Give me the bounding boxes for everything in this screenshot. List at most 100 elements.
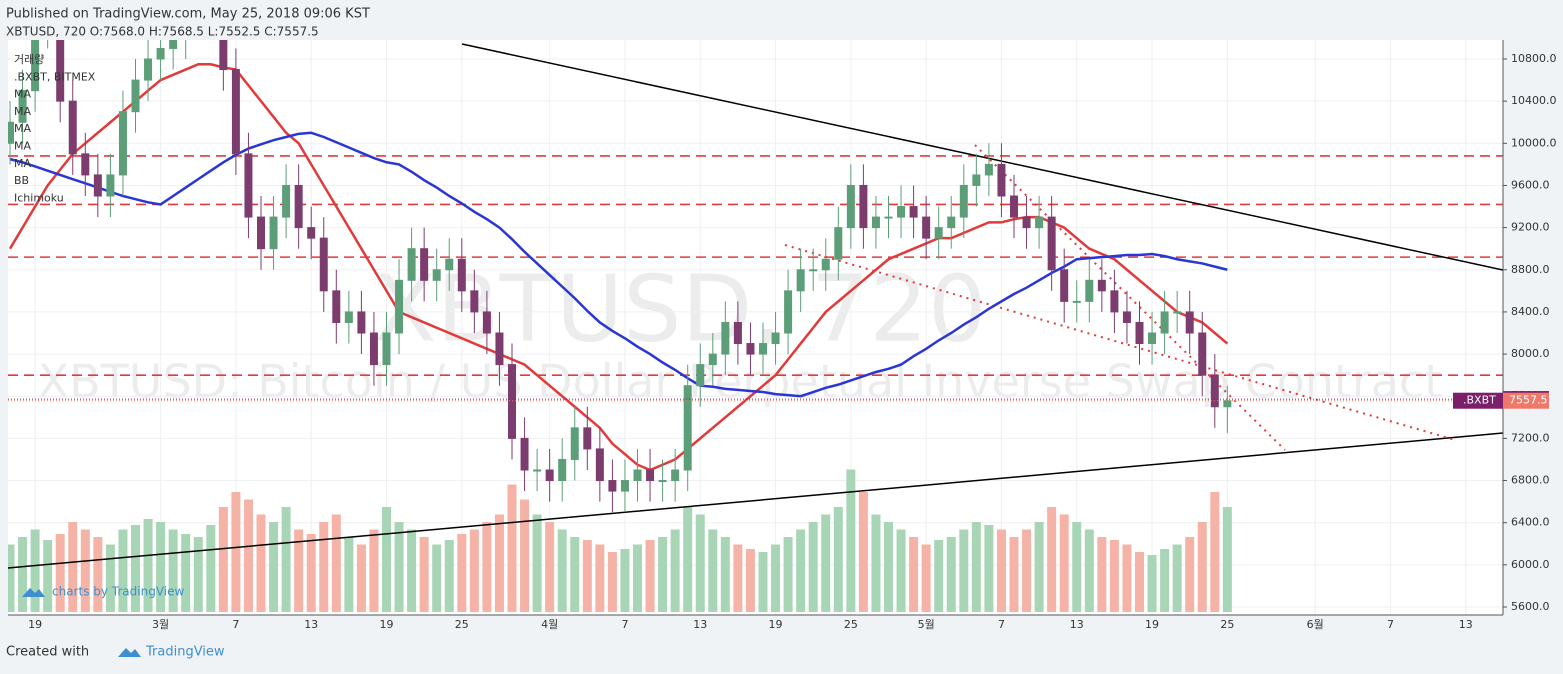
x-tick-label: 3월 (152, 618, 169, 631)
volume-bar (43, 540, 53, 612)
candle-body (570, 427, 579, 460)
volume-bar (181, 534, 191, 612)
candle-body (1110, 290, 1119, 313)
candle-body (1072, 300, 1081, 303)
candle-body (897, 206, 906, 218)
volume-bar (105, 544, 115, 612)
candle-body (470, 290, 479, 313)
candle-body (646, 469, 655, 482)
candle-body (1022, 216, 1031, 229)
y-tick-label: 8000.0 (1511, 347, 1550, 360)
candle-body (156, 47, 165, 60)
candle-body (658, 480, 667, 483)
candle-body (846, 184, 855, 229)
volume-bar (1059, 514, 1069, 612)
volume-bar (131, 525, 140, 612)
volume-bar (545, 522, 555, 612)
volume-bar (796, 529, 806, 612)
volume-bar (959, 529, 969, 612)
candle-body (106, 174, 115, 197)
volume-bar (281, 507, 291, 612)
volume-bar (745, 549, 755, 612)
volume-bar (557, 529, 567, 612)
candle-body (972, 174, 981, 186)
legend-item: MA (14, 140, 31, 153)
volume-bar (645, 540, 655, 612)
volume-bar (1210, 492, 1220, 612)
volume-bar (319, 522, 329, 612)
footer-brand: TradingView (145, 645, 225, 660)
candle-body (420, 248, 429, 281)
candle-body (947, 216, 956, 229)
candle-body (934, 227, 943, 239)
price-label-box (1503, 392, 1549, 409)
candle-body (558, 458, 567, 482)
volume-bar (432, 544, 442, 612)
candle-body (407, 248, 416, 281)
footer-created: Created with (6, 645, 89, 660)
y-tick-label: 10800.0 (1511, 52, 1557, 65)
volume-bar (884, 522, 893, 612)
x-tick-label: 7 (621, 618, 628, 631)
volume-bar (934, 540, 944, 612)
candle-body (319, 237, 328, 292)
volume-bar (68, 522, 78, 612)
candle-body (1085, 279, 1094, 302)
volume-bar (243, 499, 253, 612)
volume-bar (331, 514, 341, 612)
candle-body (620, 480, 629, 492)
candle-body (545, 469, 554, 482)
candle-body (8, 121, 14, 144)
candle-body (357, 311, 366, 334)
volume-bar (55, 534, 65, 612)
candle-body (344, 311, 353, 323)
volume-bar (344, 537, 354, 612)
candle-body (257, 216, 265, 250)
legend-item: MA (14, 157, 31, 170)
volume-bar (218, 507, 228, 612)
volume-bar (946, 537, 956, 612)
y-tick-label: 10400.0 (1511, 94, 1557, 107)
volume-bar (118, 529, 128, 612)
volume-bar (18, 537, 28, 612)
price-tag-box (1453, 392, 1503, 409)
candle-body (984, 163, 993, 176)
volume-bar (1047, 507, 1057, 612)
volume-bar (758, 552, 768, 612)
volume-bar (369, 529, 379, 612)
y-tick-label: 6400.0 (1511, 516, 1550, 529)
candle-body (369, 332, 378, 366)
x-tick-label: 19 (28, 618, 42, 631)
candle-body (1010, 195, 1018, 218)
volume-bar (193, 537, 203, 612)
volume-bar (971, 522, 981, 612)
candle-body (1060, 269, 1069, 302)
x-tick-label: 13 (693, 618, 707, 631)
volume-bar (1197, 522, 1207, 612)
legend-item: BB (14, 174, 29, 187)
candle-body (1135, 321, 1144, 345)
overlay: 5600.06000.06400.06800.07200.07600.08000… (8, 40, 1557, 631)
candle-body (56, 40, 65, 102)
x-tick-label: 7 (1387, 618, 1394, 631)
candle-body (1097, 279, 1106, 292)
volume-bar (1022, 529, 1032, 612)
y-tick-label: 9600.0 (1511, 178, 1550, 191)
volume-bar (93, 537, 103, 612)
volume-bar (231, 492, 241, 612)
logo (118, 648, 141, 657)
x-tick-label: 19 (1145, 618, 1159, 631)
candle-body (144, 58, 153, 81)
price-tag: .BXBT (1463, 394, 1496, 407)
legend-item: MA (14, 88, 31, 101)
volume-bar (407, 529, 417, 612)
volume-bar (1097, 537, 1107, 612)
volume-bar (1034, 522, 1044, 612)
volume-bar (256, 514, 266, 612)
candle-body (282, 184, 291, 218)
volume-bar (620, 549, 630, 612)
candle-body (871, 216, 880, 229)
candle-body (131, 79, 140, 113)
volume-bar (457, 534, 467, 612)
candle-body (721, 321, 730, 355)
